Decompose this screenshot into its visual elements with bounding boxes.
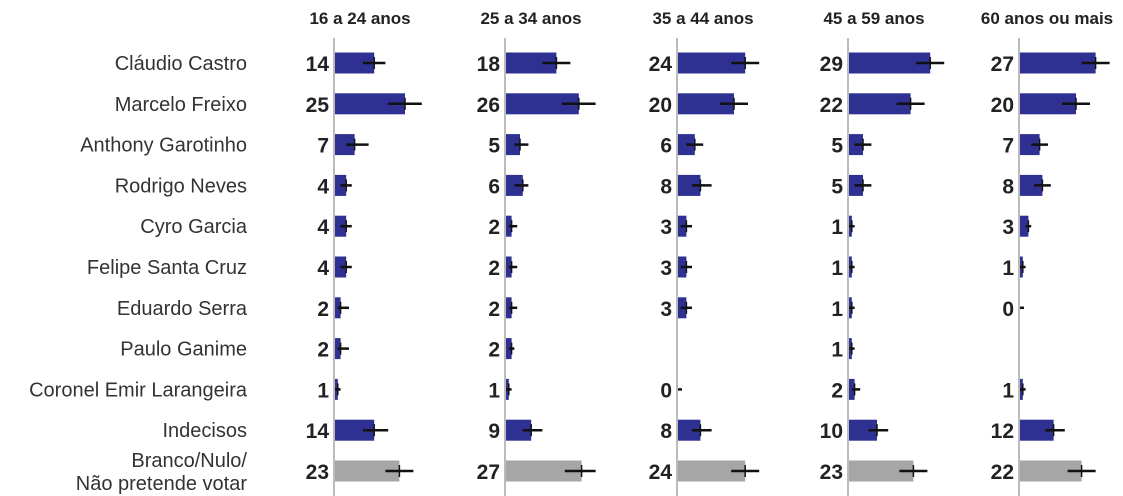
value-label: 14	[306, 53, 330, 76]
value-label: 29	[820, 53, 843, 76]
category-label: Felipe Santa Cruz	[87, 257, 247, 279]
value-label: 2	[317, 339, 329, 362]
value-label: 22	[991, 461, 1014, 484]
category-label: Branco/Nulo/Não pretende votar	[76, 450, 248, 495]
value-label: 24	[649, 53, 673, 76]
panel-header: 35 a 44 anos	[652, 9, 753, 28]
value-label: 2	[488, 298, 500, 321]
value-label: 4	[317, 216, 329, 239]
value-label: 1	[831, 339, 843, 362]
value-label: 5	[488, 135, 500, 158]
value-label: 1	[1002, 379, 1014, 402]
bar	[506, 419, 532, 441]
bar	[335, 419, 375, 441]
value-label: 3	[660, 257, 672, 280]
category-label: Cyro Garcia	[140, 216, 248, 238]
bar	[506, 460, 582, 482]
value-label: 12	[991, 420, 1014, 443]
category-label: Marcelo Freixo	[115, 94, 247, 116]
value-label: 1	[488, 379, 500, 402]
bar	[506, 134, 520, 156]
bar	[1020, 134, 1040, 156]
value-label: 18	[477, 53, 501, 76]
category-label: Rodrigo Neves	[115, 175, 247, 197]
bar	[678, 419, 701, 441]
value-label: 9	[488, 420, 500, 443]
value-label: 5	[831, 135, 843, 158]
panel-header: 16 a 24 anos	[309, 9, 410, 28]
bar	[678, 174, 701, 196]
bar	[335, 52, 375, 74]
value-label: 8	[660, 175, 672, 198]
value-label: 7	[1002, 135, 1014, 158]
value-label: 20	[991, 94, 1014, 117]
value-label: 2	[488, 339, 500, 362]
value-label: 8	[1002, 175, 1014, 198]
category-label: Coronel Emir Larangeira	[29, 379, 248, 401]
value-label: 0	[660, 379, 672, 402]
value-label: 1	[317, 379, 329, 402]
category-label: Paulo Ganime	[120, 339, 247, 361]
value-label: 14	[306, 420, 330, 443]
value-label: 4	[317, 175, 329, 198]
value-label: 3	[660, 298, 672, 321]
value-label: 24	[649, 461, 673, 484]
bar	[506, 52, 557, 74]
bar	[1020, 52, 1096, 74]
bar	[678, 460, 746, 482]
value-label: 23	[820, 461, 843, 484]
value-label: 23	[306, 461, 329, 484]
bar	[1020, 174, 1043, 196]
value-label: 1	[1002, 257, 1014, 280]
value-label: 27	[991, 53, 1014, 76]
value-label: 2	[488, 216, 500, 239]
value-label: 8	[660, 420, 672, 443]
value-label: 6	[660, 135, 672, 158]
value-label: 26	[477, 94, 500, 117]
value-label: 1	[831, 257, 843, 280]
value-label: 3	[1002, 216, 1014, 239]
bar	[335, 134, 355, 156]
bar	[1020, 460, 1082, 482]
bar	[849, 460, 914, 482]
panel-header: 60 anos ou mais	[981, 9, 1113, 28]
bar	[678, 52, 746, 74]
value-label: 3	[660, 216, 672, 239]
bar	[678, 93, 734, 115]
value-label: 1	[831, 216, 843, 239]
bar	[1020, 215, 1029, 237]
value-label: 0	[1002, 298, 1014, 321]
value-label: 5	[831, 175, 843, 198]
bar	[849, 419, 877, 441]
category-label: Eduardo Serra	[117, 298, 248, 320]
panel-header: 45 a 59 anos	[823, 9, 924, 28]
bar	[506, 93, 579, 115]
value-label: 4	[317, 257, 329, 280]
bar	[849, 93, 911, 115]
category-label: Anthony Garotinho	[80, 135, 247, 157]
bar	[849, 52, 931, 74]
value-label: 25	[306, 94, 330, 117]
value-label: 2	[831, 379, 843, 402]
bar	[1020, 93, 1076, 115]
value-label: 7	[317, 135, 329, 158]
category-label: Indecisos	[163, 420, 248, 442]
value-label: 2	[488, 257, 500, 280]
value-label: 2	[317, 298, 329, 321]
value-label: 6	[488, 175, 500, 198]
bar	[1020, 419, 1054, 441]
bar	[335, 93, 405, 115]
category-label: Cláudio Castro	[115, 53, 247, 75]
value-label: 27	[477, 461, 500, 484]
panel-header: 25 a 34 anos	[480, 9, 581, 28]
bar	[335, 460, 400, 482]
value-label: 20	[649, 94, 672, 117]
value-label: 1	[831, 298, 843, 321]
value-label: 22	[820, 94, 843, 117]
value-label: 10	[820, 420, 843, 443]
